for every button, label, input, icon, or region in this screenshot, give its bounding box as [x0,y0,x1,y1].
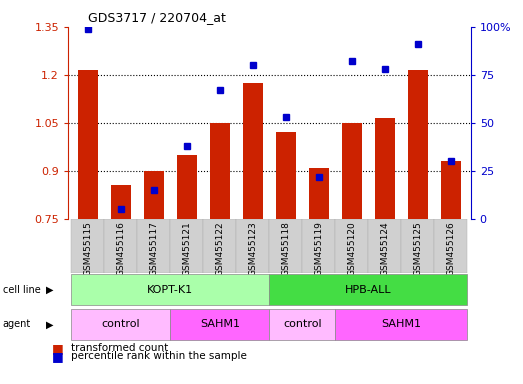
Bar [335,219,368,273]
Bar [269,219,302,273]
Bar [342,123,362,219]
Bar [111,185,131,219]
Bar [441,161,461,219]
Text: GSM455126: GSM455126 [447,222,456,276]
Bar [71,274,269,306]
Text: cell line: cell line [3,285,40,295]
Bar [269,274,468,306]
Bar [276,132,295,219]
Text: GDS3717 / 220704_at: GDS3717 / 220704_at [88,11,226,24]
Text: GSM455116: GSM455116 [116,222,126,276]
Text: SAHM1: SAHM1 [381,319,422,329]
Bar [269,309,335,340]
Text: ■: ■ [52,350,64,362]
Bar [335,309,468,340]
Bar [236,219,269,273]
Text: KOPT-K1: KOPT-K1 [147,285,194,295]
Text: percentile rank within the sample: percentile rank within the sample [71,351,246,361]
Text: GSM455123: GSM455123 [248,222,257,276]
Bar [368,219,401,273]
Bar [170,309,269,340]
Text: GSM455121: GSM455121 [183,222,191,276]
Bar [210,123,230,219]
Bar [177,155,197,219]
Bar [78,70,98,219]
Text: ▶: ▶ [46,285,53,295]
Text: GSM455125: GSM455125 [413,222,423,276]
Bar [170,219,203,273]
Bar [435,219,468,273]
Bar [408,70,428,219]
Text: GSM455120: GSM455120 [347,222,356,276]
Text: ▶: ▶ [46,319,53,329]
Bar [243,83,263,219]
Bar [144,171,164,219]
Bar [104,219,138,273]
Bar [71,309,170,340]
Bar [71,219,104,273]
Text: control: control [101,319,140,329]
Text: transformed count: transformed count [71,343,168,354]
Text: ■: ■ [52,342,64,355]
Text: GSM455119: GSM455119 [314,222,323,276]
Text: GSM455117: GSM455117 [149,222,158,276]
Text: GSM455124: GSM455124 [380,222,390,276]
Text: control: control [283,319,322,329]
Text: GSM455115: GSM455115 [83,222,92,276]
Bar [302,219,335,273]
Bar [375,118,395,219]
Text: HPB-ALL: HPB-ALL [345,285,392,295]
Text: GSM455118: GSM455118 [281,222,290,276]
Bar [309,168,329,219]
Text: SAHM1: SAHM1 [200,319,240,329]
Bar [138,219,170,273]
Text: GSM455122: GSM455122 [215,222,224,276]
Bar [401,219,435,273]
Bar [203,219,236,273]
Text: agent: agent [3,319,31,329]
